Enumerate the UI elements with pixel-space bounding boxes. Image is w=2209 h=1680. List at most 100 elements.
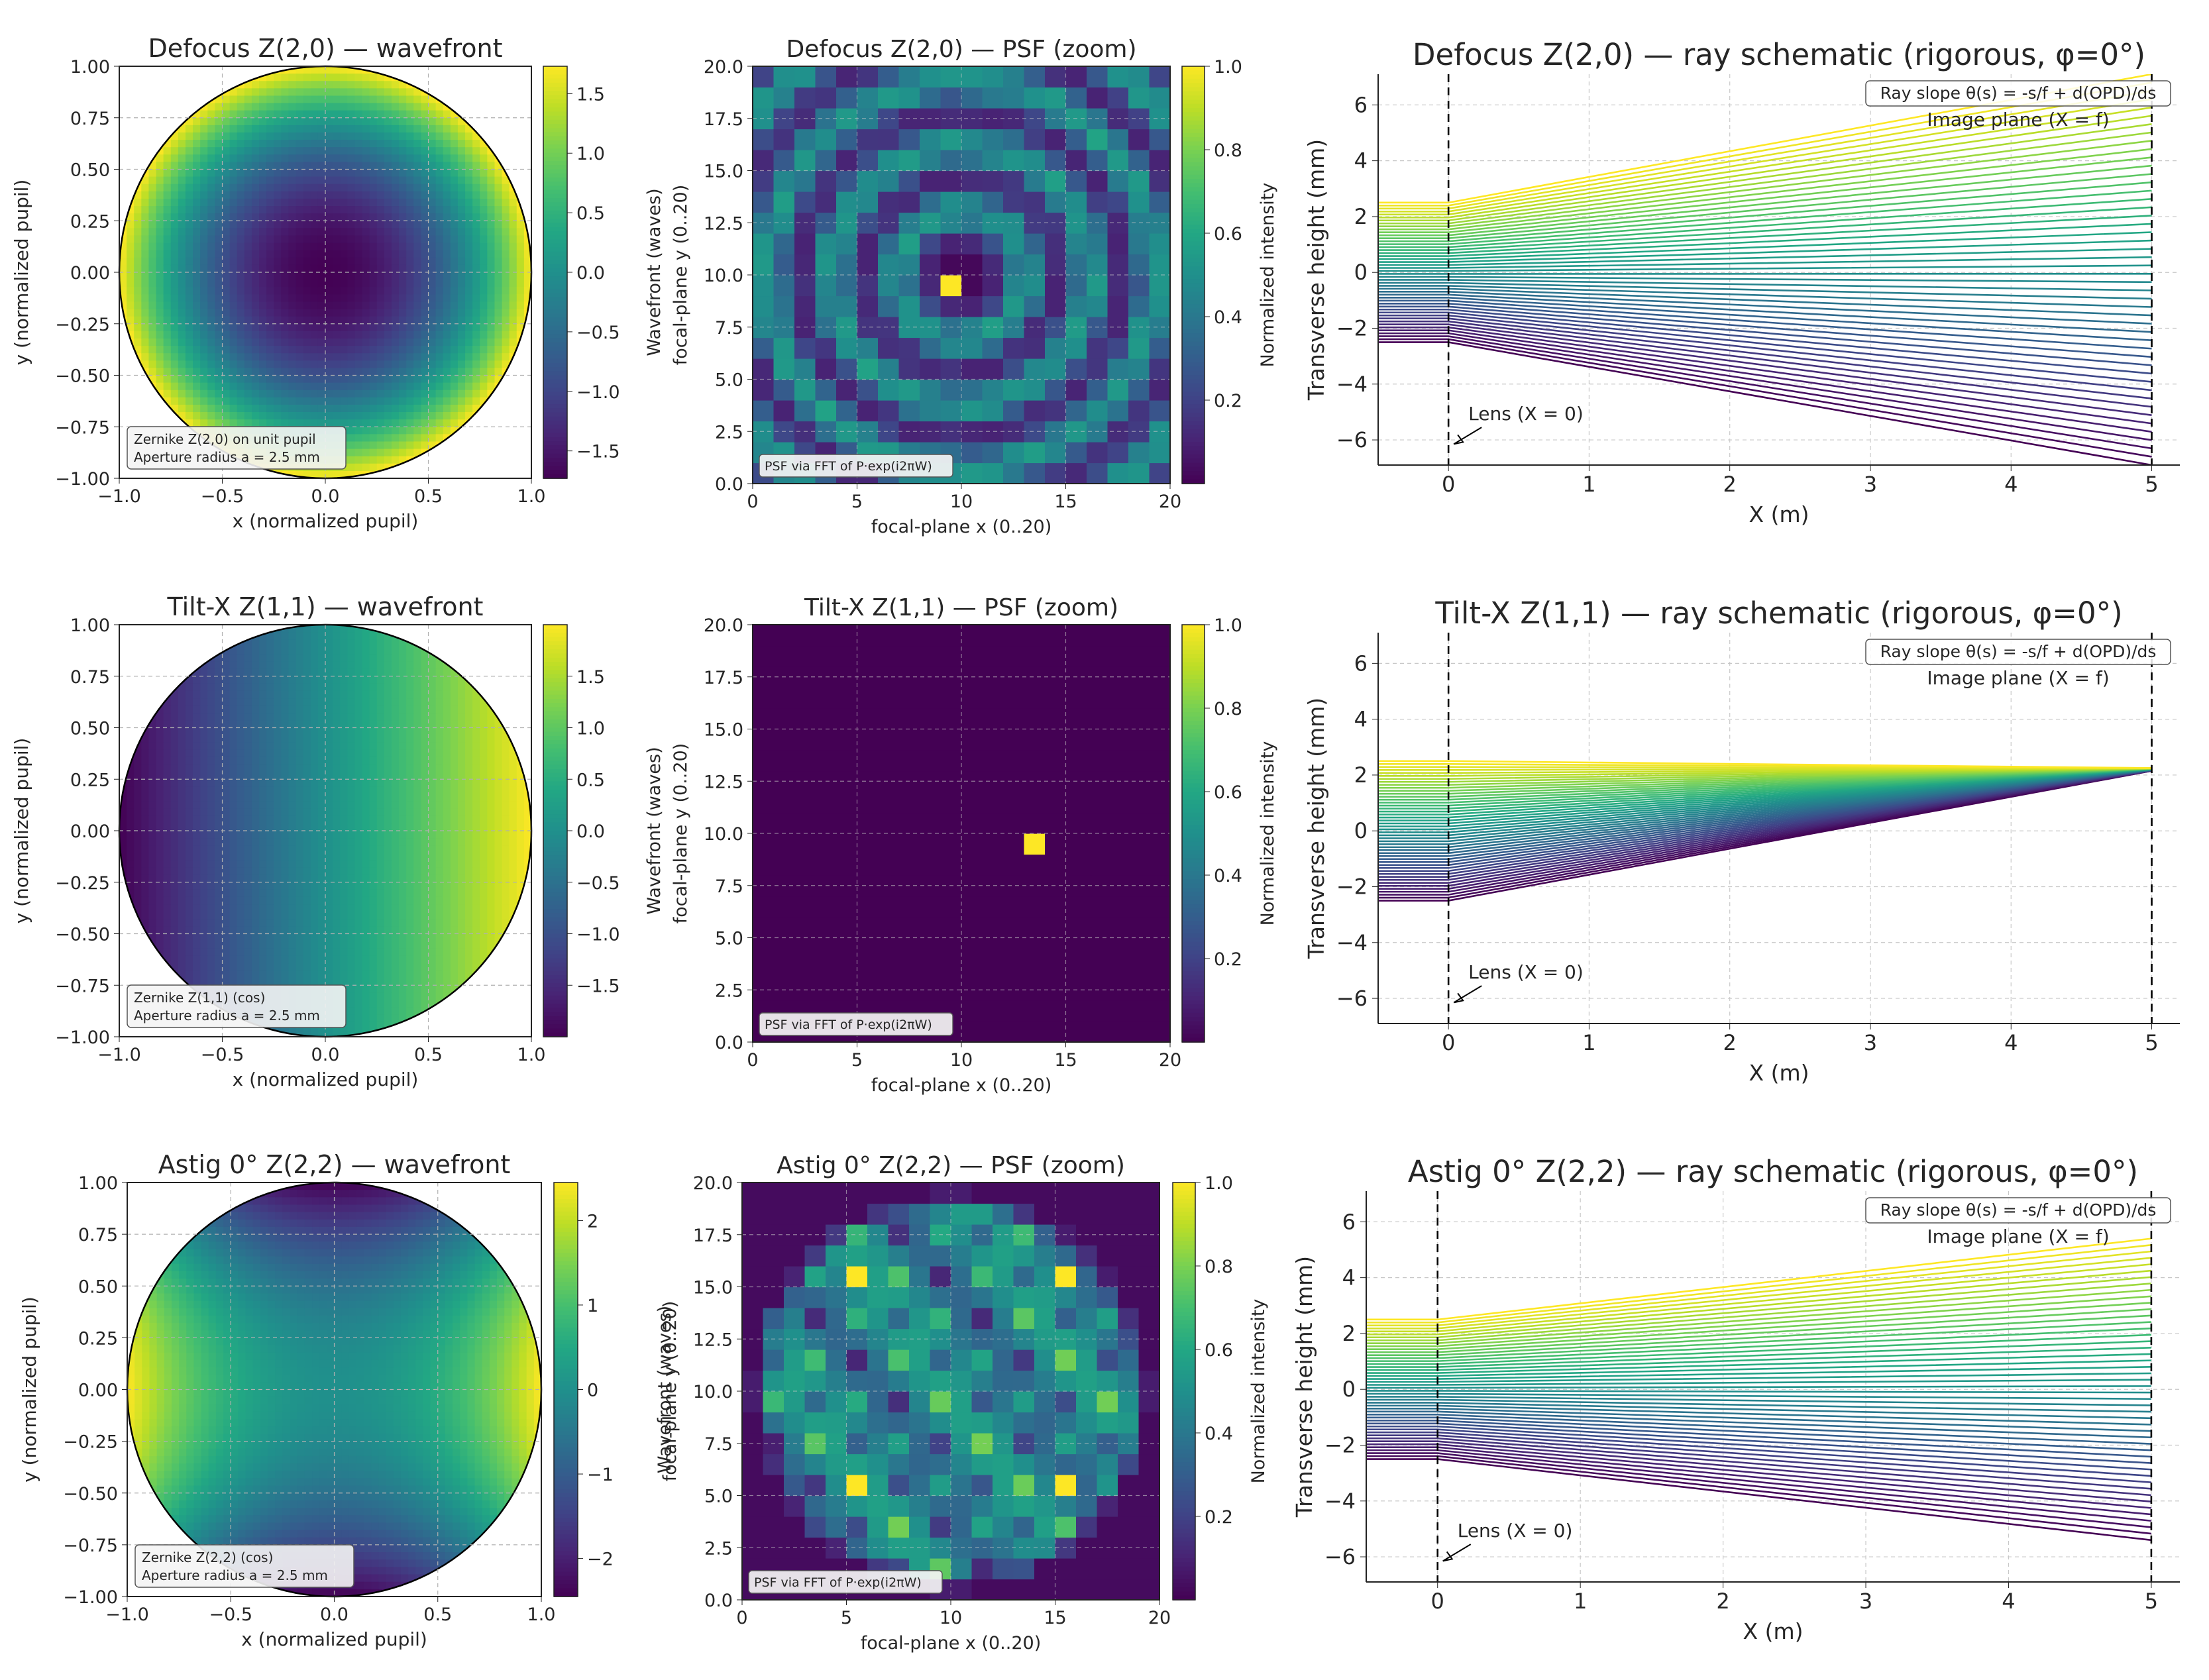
wavefront-cell	[185, 412, 193, 420]
wavefront-cell	[266, 404, 274, 413]
wavefront-cell	[266, 301, 274, 310]
psf-cell	[1003, 150, 1025, 172]
wavefront-cell	[170, 147, 179, 155]
psf-cell	[1065, 275, 1087, 297]
wavefront-cell	[170, 706, 179, 713]
psf-cell	[1003, 233, 1025, 255]
psf-cell	[857, 170, 879, 192]
wavefront-cell	[502, 198, 510, 207]
wavefront-cell	[296, 206, 304, 214]
wavefront-cell	[421, 235, 429, 244]
wavefront-cell	[274, 831, 282, 839]
wavefront-cell	[193, 735, 201, 743]
wavefront-cell	[266, 264, 274, 273]
psf-cell	[1149, 421, 1171, 443]
wavefront-cell	[457, 338, 466, 346]
wavefront-cell	[148, 882, 157, 890]
wavefront-cell	[443, 206, 451, 214]
wavefront-cell	[200, 206, 208, 214]
wavefront-cell	[516, 287, 525, 295]
wavefront-cell	[215, 698, 223, 706]
wavefront-cell	[259, 690, 267, 699]
wavefront-cell	[399, 213, 407, 221]
wavefront-cell	[170, 169, 179, 178]
wavefront-cell	[310, 125, 319, 133]
colorbar-cell	[543, 420, 567, 425]
wavefront-cell	[310, 706, 319, 713]
wavefront-cell	[222, 912, 231, 919]
wavefront-cell	[244, 831, 252, 839]
wavefront-cell	[354, 198, 363, 207]
wavefront-cell	[266, 978, 274, 986]
wavefront-cell	[480, 213, 488, 221]
wavefront-cell	[222, 346, 231, 354]
wavefront-cell	[303, 867, 311, 876]
wavefront-cell	[399, 95, 407, 104]
lens-arrow	[1453, 427, 1482, 445]
colorbar-cell	[1182, 370, 1205, 376]
wavefront-cell	[354, 985, 363, 994]
wavefront-cell	[428, 132, 437, 140]
wavefront-cell	[259, 668, 267, 677]
wavefront-cell	[156, 184, 164, 192]
wavefront-cell	[222, 764, 231, 772]
wavefront-cell	[148, 294, 157, 303]
wavefront-cell	[274, 882, 282, 890]
wavefront-cell	[509, 257, 517, 266]
wavefront-cell	[237, 88, 245, 97]
wavefront-cell	[281, 779, 290, 788]
wavefront-cell	[376, 257, 385, 266]
wavefront-cell	[347, 919, 356, 927]
psf-cell	[1045, 337, 1067, 359]
wavefront-cell	[237, 882, 245, 890]
wavefront-cell	[281, 896, 290, 905]
wavefront-cell	[354, 1014, 363, 1023]
wavefront-cell	[333, 889, 341, 898]
wavefront-cell	[134, 764, 142, 772]
psf-cell	[1128, 191, 1150, 213]
wavefront-cell	[237, 912, 245, 919]
wavefront-cell	[516, 221, 525, 229]
wavefront-cell	[450, 412, 458, 420]
wavefront-cell	[163, 831, 172, 839]
colorbar-cell	[543, 132, 567, 137]
wavefront-cell	[207, 154, 216, 163]
wavefront-cell	[494, 331, 503, 339]
wavefront-cell	[421, 169, 429, 178]
wavefront-cell	[317, 889, 326, 898]
colorbar-cell	[543, 74, 567, 79]
wavefront-cell	[325, 1029, 333, 1037]
wavefront-cell	[317, 845, 326, 854]
wavefront-cell	[215, 176, 223, 185]
wavefront-cell	[317, 81, 326, 89]
wavefront-cell	[266, 727, 274, 736]
wavefront-cell	[303, 264, 311, 273]
wavefront-cell	[362, 463, 370, 472]
psf-cell	[1065, 442, 1087, 464]
wavefront-cell	[391, 294, 400, 303]
psf-cell	[920, 295, 942, 317]
wavefront-cell	[362, 368, 370, 376]
wavefront-cell	[480, 294, 488, 303]
wavefront-cell	[333, 235, 341, 244]
wavefront-cell	[317, 280, 326, 288]
wavefront-cell	[325, 184, 333, 192]
colorbar-cell	[1182, 283, 1205, 288]
wavefront-cell	[274, 221, 282, 229]
wavefront-cell	[296, 639, 304, 648]
wavefront-cell	[325, 845, 333, 854]
wavefront-cell	[200, 397, 208, 405]
wavefront-cell	[229, 749, 238, 758]
wavefront-cell	[502, 316, 510, 325]
wavefront-cell	[354, 162, 363, 170]
wavefront-cell	[237, 147, 245, 155]
wavefront-cell	[487, 176, 496, 185]
wavefront-cell	[200, 698, 208, 706]
wavefront-cell	[472, 147, 480, 155]
wavefront-cell	[443, 331, 451, 339]
wavefront-cell	[170, 235, 179, 244]
ray-line	[1378, 320, 2152, 408]
wavefront-cell	[237, 690, 245, 699]
wavefront-cell	[281, 912, 290, 919]
wavefront-cell	[229, 250, 238, 258]
